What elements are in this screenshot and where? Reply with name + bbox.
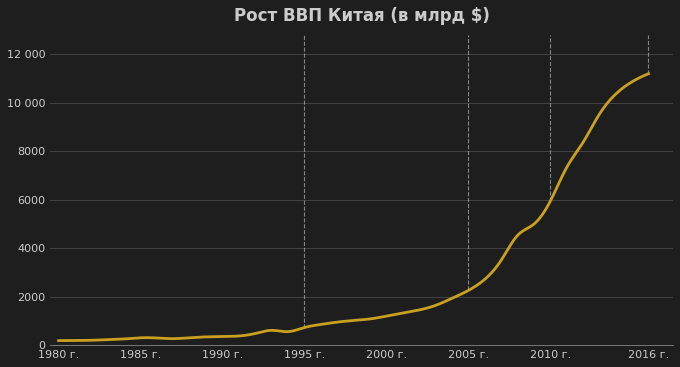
Title: Рост ВВП Китая (в млрд $): Рост ВВП Китая (в млрд $) bbox=[234, 7, 490, 25]
